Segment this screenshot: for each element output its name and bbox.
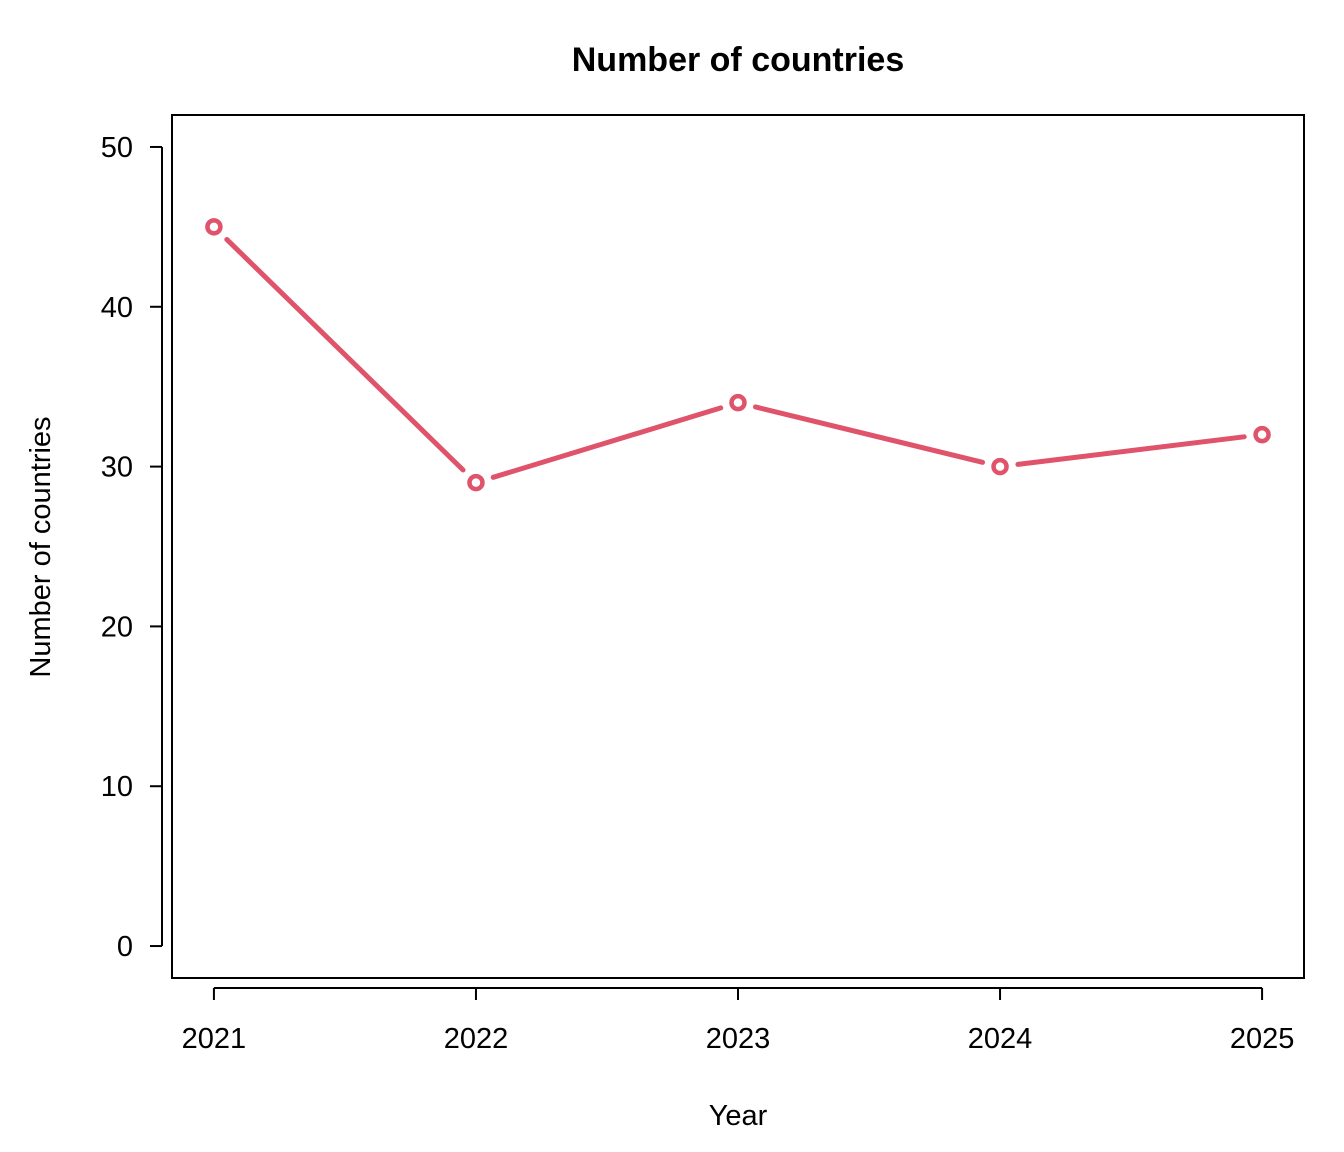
y-tick-label: 20 [101, 611, 133, 643]
x-axis: 2021 2022 2023 2024 2025 [182, 987, 1295, 1055]
data-point [729, 393, 747, 412]
series-line-segment [224, 236, 466, 473]
data-point [991, 457, 1009, 476]
series-group [205, 218, 1271, 492]
y-tick-label: 30 [101, 452, 133, 484]
data-point [205, 218, 223, 236]
y-axis-label: Number of countries [25, 416, 57, 677]
x-axis-label: Year [709, 1100, 768, 1132]
chart-title: Number of countries [572, 41, 904, 79]
series-line-segment [1015, 434, 1247, 467]
data-point [1253, 425, 1271, 444]
series-line-segment [490, 405, 724, 480]
plot-area-frame [171, 114, 1305, 979]
y-tick-label: 50 [101, 132, 133, 164]
y-tick-label: 0 [117, 931, 133, 963]
x-tick-label: 2025 [1230, 1023, 1295, 1055]
series-line-segment [752, 404, 986, 465]
x-tick-label: 2021 [182, 1023, 247, 1055]
y-tick-label: 40 [101, 292, 133, 324]
x-tick-label: 2022 [444, 1023, 509, 1055]
x-tick-label: 2023 [706, 1023, 771, 1055]
y-tick-label: 10 [101, 771, 133, 803]
x-tick-label: 2024 [968, 1023, 1033, 1055]
y-axis: 0 10 20 30 40 50 [101, 132, 163, 963]
data-point [467, 473, 485, 492]
